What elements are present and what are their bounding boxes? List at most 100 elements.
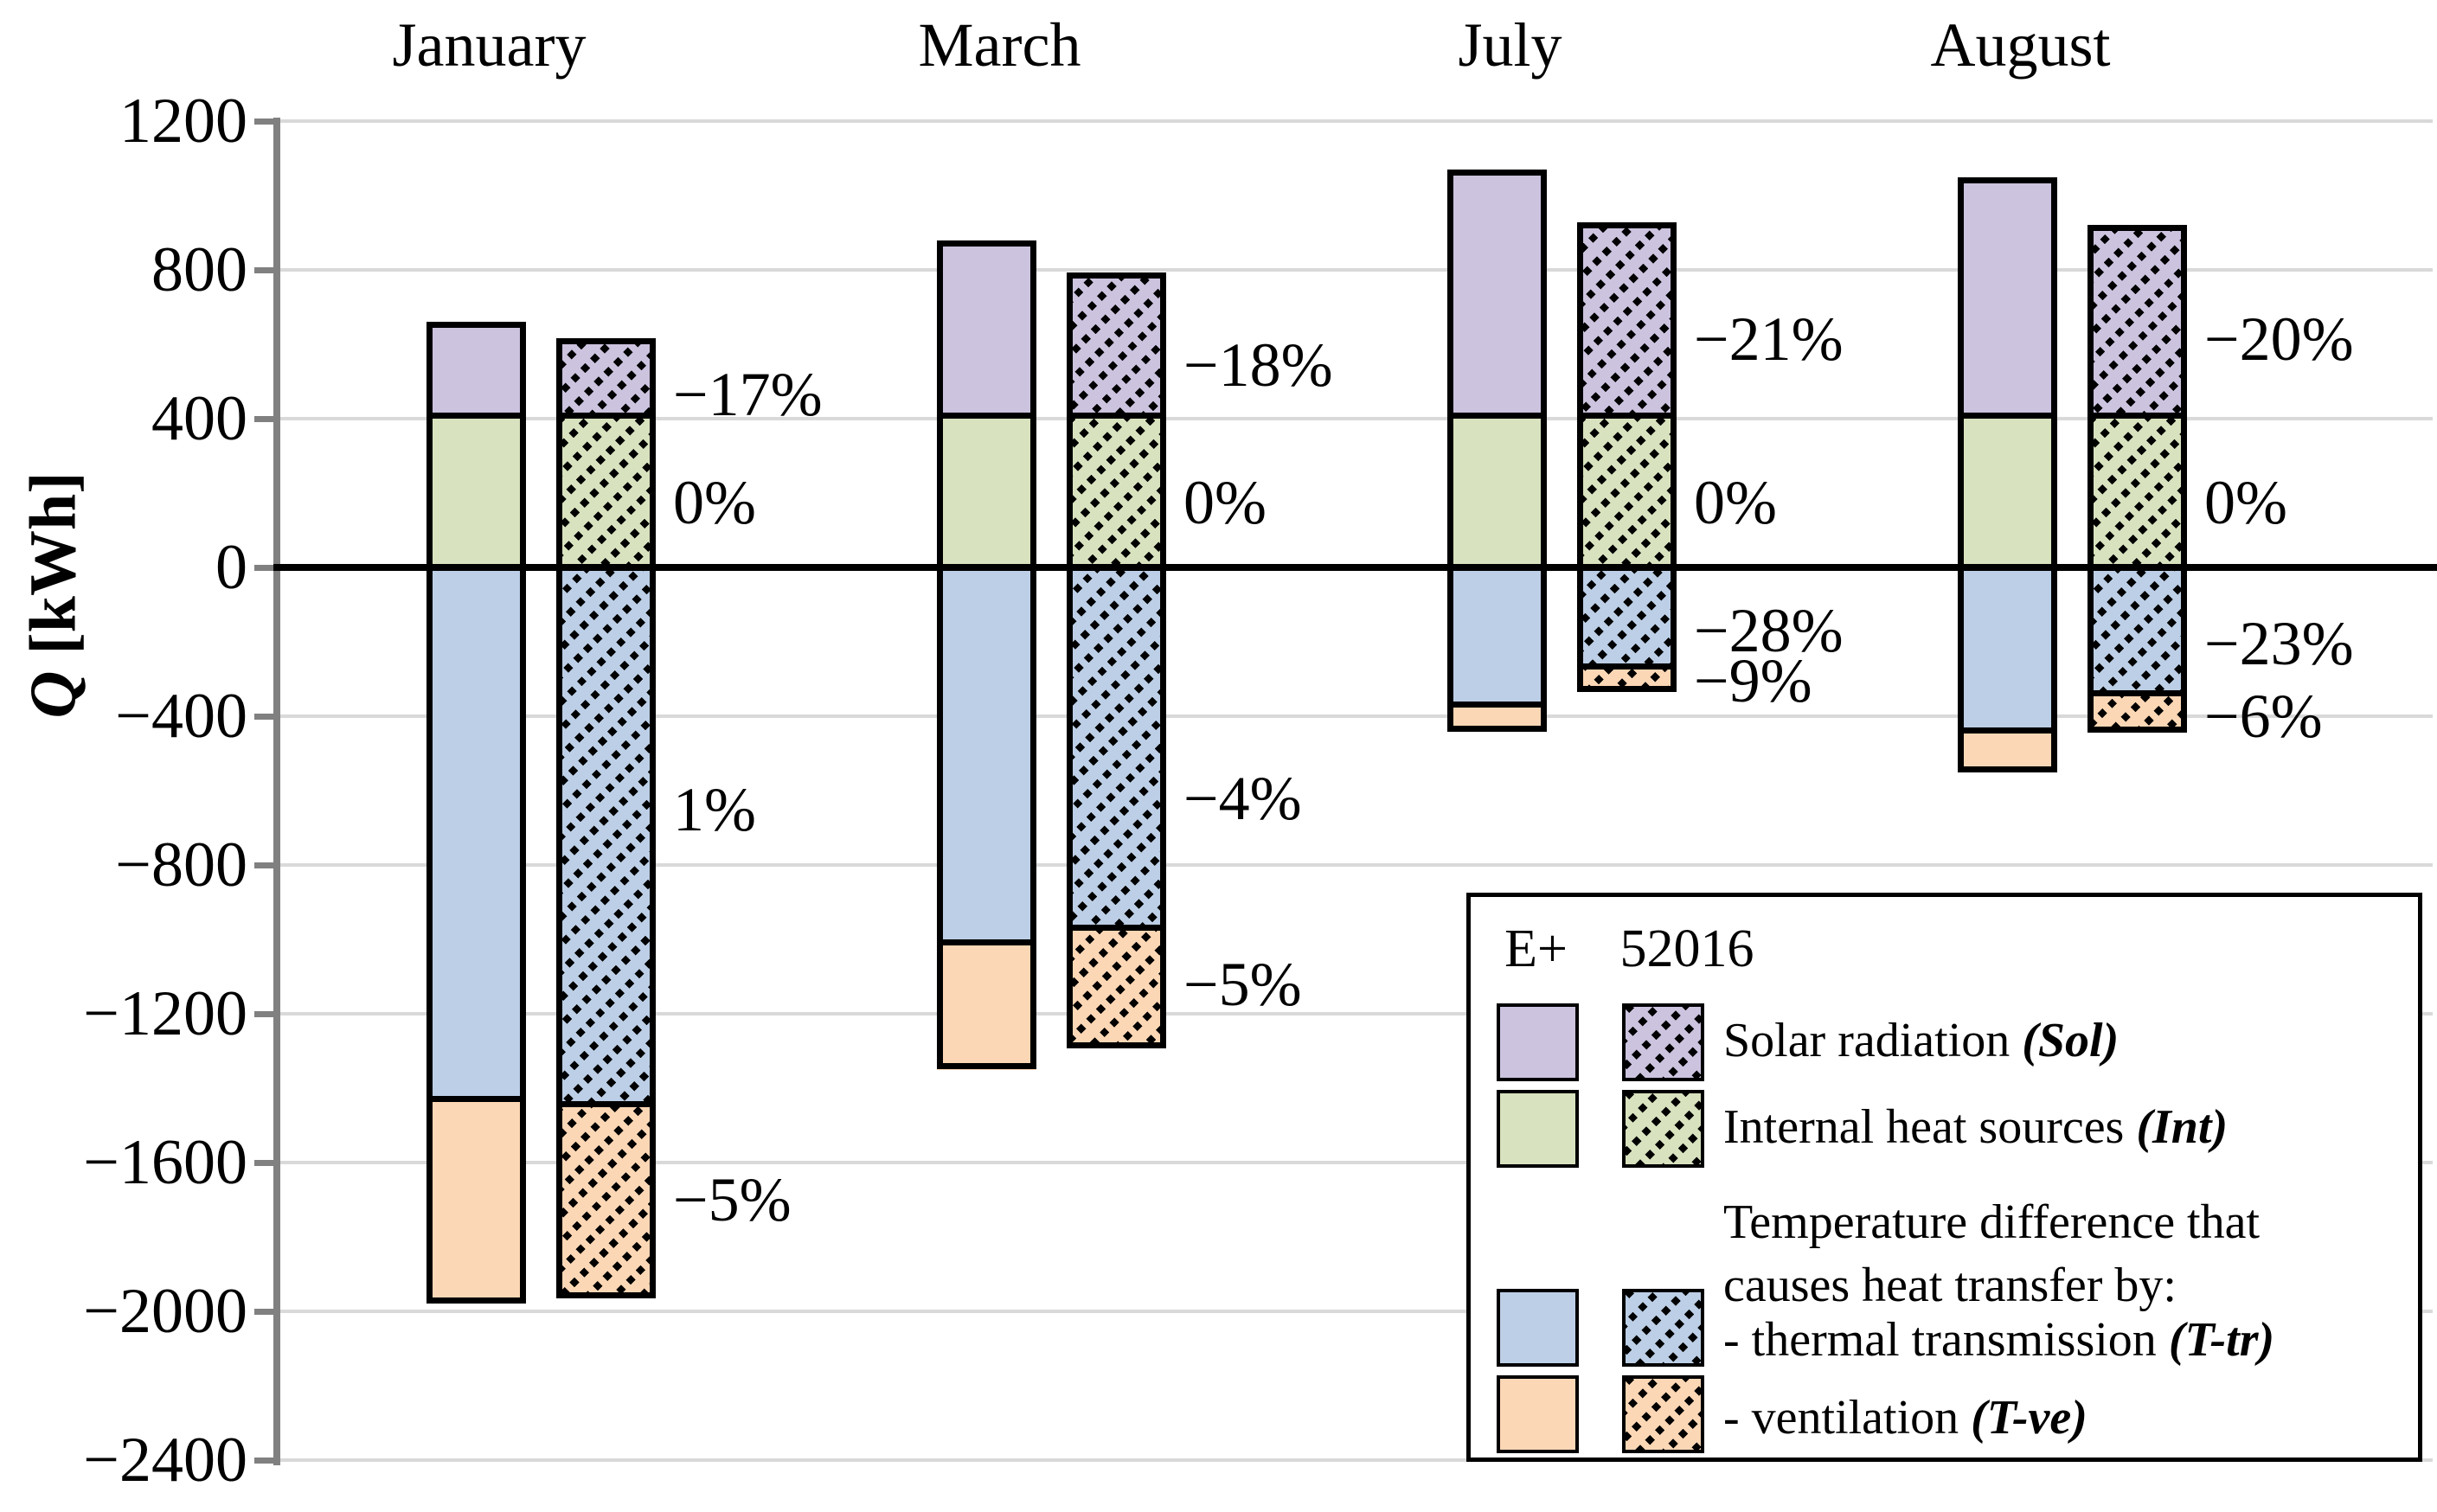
bar-segment-sol-E+-january	[426, 322, 526, 419]
pct-label-march-1: 0%	[1183, 467, 1267, 537]
legend-swatch-internal-hatched	[1622, 1090, 1704, 1168]
legend-box: E+ 52016 Solar radiation (Sol) Internal …	[1466, 893, 2422, 1462]
bar-outline-E+-july	[1447, 169, 1547, 733]
y-axis-tick-0	[254, 565, 277, 571]
pct-label-july-2: −28%	[1694, 596, 1844, 666]
bar-outline-E+-august	[1958, 176, 2057, 772]
y-tick-label--800: −800	[115, 830, 247, 900]
pct-label-march-3: −5%	[1183, 949, 1302, 1019]
bar-segment-int-E+-july	[1447, 419, 1547, 567]
y-axis-tick--2400	[254, 1458, 277, 1464]
y-axis-tick--400	[254, 714, 277, 720]
y-axis-title: Q [kWh]	[16, 471, 92, 718]
bar-segment-tve-E+-january	[426, 1095, 526, 1304]
bar-segment-ttr-E+-august	[1958, 567, 2057, 727]
y-axis-tick-800	[254, 267, 277, 273]
y-axis-tick-400	[254, 416, 277, 422]
pct-label-january-0: −17%	[673, 360, 823, 430]
y-tick-label-400: 400	[151, 383, 247, 454]
y-axis-tick--800	[254, 862, 277, 868]
y-tick-label--2000: −2000	[83, 1276, 247, 1347]
bar-segment-sol-52016-july	[1577, 221, 1677, 419]
bar-segment-sol-E+-march	[937, 240, 1036, 419]
bar-segment-int-52016-january	[556, 419, 656, 567]
bar-outline-52016-august	[2087, 225, 2187, 733]
legend-swatch-internal-solid	[1497, 1090, 1579, 1168]
bar-segment-sol-E+-august	[1958, 176, 2057, 419]
bar-segment-int-E+-august	[1958, 419, 2057, 567]
bar-segment-ttr-E+-january	[426, 567, 526, 1096]
bar-segment-tve-E+-march	[937, 939, 1036, 1070]
pct-label-july-3: −9%	[1694, 646, 1812, 716]
pct-label-july-0: −21%	[1694, 304, 1844, 374]
y-tick-label-800: 800	[151, 234, 247, 305]
legend-swatch-transmission-solid	[1497, 1289, 1579, 1367]
legend-swatch-ventilation-hatched	[1622, 1375, 1704, 1453]
bar-segment-tve-52016-january	[556, 1100, 656, 1299]
y-tick-label-0: 0	[215, 532, 247, 603]
y-axis-tick-1200	[254, 119, 277, 125]
bar-segment-ttr-52016-march	[1067, 567, 1166, 925]
bar-segment-ttr-52016-august	[2087, 567, 2187, 691]
pct-label-august-3: −6%	[2204, 682, 2323, 751]
bar-outline-E+-january	[426, 322, 526, 1304]
month-label-january: January	[392, 10, 587, 80]
bar-segment-tve-52016-march	[1067, 924, 1166, 1048]
legend-label-internal: Internal heat sources (Int)	[1723, 1100, 2229, 1154]
y-axis-title-symbol: Q	[16, 670, 90, 719]
legend-note-temperature: Temperature difference that causes heat …	[1723, 1195, 2261, 1312]
y-tick-label--2400: −2400	[83, 1425, 247, 1496]
legend-swatch-ventilation-solid	[1497, 1375, 1579, 1453]
zero-axis-line	[273, 564, 2437, 571]
month-label-august: August	[1930, 10, 2111, 80]
gridline-1200	[277, 119, 2433, 123]
bar-segment-ttr-E+-march	[937, 567, 1036, 939]
legend-header-eplus: E+	[1504, 919, 1568, 978]
bar-outline-52016-july	[1577, 221, 1677, 692]
month-label-july: July	[1458, 10, 1562, 80]
y-axis-title-unit: [kWh]	[16, 471, 90, 671]
bar-segment-ttr-E+-july	[1447, 567, 1547, 702]
legend-label-transmission: - thermal transmission (T-tr)	[1723, 1313, 2275, 1367]
legend-swatch-solar-hatched	[1622, 1003, 1704, 1081]
bar-segment-ttr-52016-july	[1577, 567, 1677, 664]
pct-label-january-3: −5%	[673, 1165, 792, 1234]
bar-segment-sol-52016-march	[1067, 272, 1166, 419]
y-tick-label-1200: 1200	[119, 86, 247, 157]
y-axis-tick--1200	[254, 1011, 277, 1017]
legend-swatch-solar-solid	[1497, 1003, 1579, 1081]
gridline--2400	[277, 1458, 2433, 1462]
y-axis-tick--1600	[254, 1160, 277, 1166]
bar-segment-int-52016-march	[1067, 419, 1166, 567]
gridline-800	[277, 268, 2433, 272]
bar-segment-tve-E+-august	[1958, 727, 2057, 772]
bar-segment-sol-52016-january	[556, 338, 656, 419]
bar-segment-ttr-52016-january	[556, 567, 656, 1101]
gridline--2000	[277, 1310, 2433, 1313]
gridline--800	[277, 863, 2433, 867]
bar-segment-int-52016-july	[1577, 419, 1677, 567]
bar-segment-int-E+-march	[937, 419, 1036, 567]
legend-swatch-transmission-hatched	[1622, 1289, 1704, 1367]
gridline--1600	[277, 1161, 2433, 1164]
bar-segment-sol-E+-july	[1447, 169, 1547, 419]
y-axis-tick--2000	[254, 1309, 277, 1315]
bar-segment-sol-52016-august	[2087, 225, 2187, 419]
month-label-march: March	[918, 10, 1081, 80]
pct-label-january-2: 1%	[673, 774, 756, 844]
pct-label-march-2: −4%	[1183, 763, 1302, 833]
gridline--1200	[277, 1012, 2433, 1015]
y-tick-label--1600: −1600	[83, 1127, 247, 1198]
pct-label-august-0: −20%	[2204, 304, 2354, 374]
pct-label-august-2: −23%	[2204, 609, 2354, 679]
pct-label-july-1: 0%	[1694, 467, 1777, 537]
legend-header-52016: 52016	[1619, 919, 1754, 978]
gridline-400	[277, 417, 2433, 420]
bar-outline-52016-march	[1067, 272, 1166, 1048]
bar-segment-int-E+-january	[426, 419, 526, 567]
pct-label-january-1: 0%	[673, 467, 756, 537]
bar-outline-E+-march	[937, 240, 1036, 1070]
legend-label-ventilation: - ventilation (T-ve)	[1723, 1391, 2087, 1445]
bar-outline-52016-january	[556, 338, 656, 1299]
